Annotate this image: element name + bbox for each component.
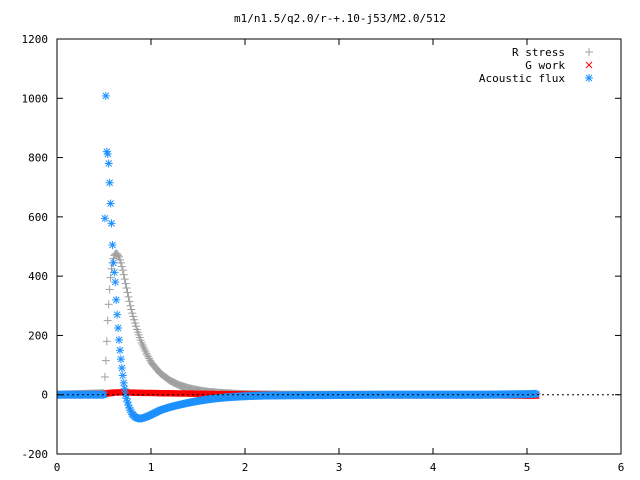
axes-layer: -200 0 200 400 600 800 1000 1200 0 1 2 3 4 5 6	[22, 33, 625, 474]
legend-label: G work	[525, 59, 565, 72]
series-layer	[57, 91, 541, 423]
data-point	[131, 322, 140, 331]
data-point	[122, 284, 131, 292]
data-point	[137, 338, 146, 347]
legend-marker	[585, 61, 593, 69]
data-point	[113, 310, 122, 319]
data-point	[138, 340, 147, 349]
data-point	[103, 150, 112, 159]
legend-label: Acoustic flux	[479, 72, 565, 85]
data-point	[114, 324, 123, 333]
data-point	[112, 295, 121, 304]
x-tick-label: 3	[336, 461, 343, 474]
data-point	[116, 258, 125, 267]
data-point	[102, 337, 111, 346]
x-tick-label: 0	[54, 461, 61, 474]
data-point	[120, 275, 129, 284]
x-tick-label: 5	[524, 461, 531, 474]
data-point	[130, 315, 139, 324]
data-point	[100, 214, 109, 223]
x-tick-label: 2	[242, 461, 249, 474]
data-point	[101, 356, 110, 365]
data-point	[124, 292, 133, 301]
data-point	[140, 345, 149, 354]
y-tick-label: 0	[41, 389, 48, 402]
data-point	[106, 199, 115, 208]
data-point	[114, 251, 123, 260]
y-tick-label: 800	[28, 152, 48, 165]
data-point	[110, 268, 119, 277]
data-point	[142, 349, 151, 358]
legend-label: R stress	[512, 46, 565, 59]
data-point	[117, 364, 126, 373]
y-tick-label: 600	[28, 211, 48, 224]
data-point	[118, 371, 127, 380]
data-point	[111, 278, 120, 287]
legend-marker	[585, 74, 593, 82]
chart-title: m1/n1.5/q2.0/r-+.10-j53/M2.0/512	[234, 12, 446, 25]
y-tick-label: 1000	[22, 92, 49, 105]
x-tick-label: 1	[148, 461, 155, 474]
x-tick-label: 6	[618, 461, 625, 474]
data-point	[119, 378, 128, 387]
x-tick-label: 4	[430, 461, 437, 474]
data-point	[145, 354, 154, 363]
data-point	[120, 384, 129, 393]
series-r-stress	[57, 249, 541, 399]
data-point	[105, 178, 114, 187]
data-point	[129, 312, 138, 321]
data-point	[105, 285, 114, 294]
data-point	[126, 301, 135, 310]
data-point	[143, 350, 152, 359]
data-point	[115, 335, 124, 344]
y-tick-label: 200	[28, 329, 48, 342]
data-point	[123, 288, 132, 297]
data-point	[125, 297, 134, 306]
data-point	[131, 318, 140, 327]
y-tick-label: -200	[22, 448, 49, 461]
data-point	[104, 300, 113, 309]
data-point	[127, 305, 136, 314]
data-point	[128, 309, 137, 318]
data-point	[106, 273, 115, 282]
data-point	[100, 372, 109, 381]
data-point	[119, 270, 128, 279]
data-point	[117, 262, 126, 271]
data-point	[141, 347, 150, 356]
data-point	[115, 346, 124, 355]
data-point	[116, 355, 125, 364]
data-point	[103, 316, 112, 325]
y-tick-label: 400	[28, 270, 48, 283]
data-point	[532, 389, 541, 398]
series-acoustic-flux	[57, 91, 541, 423]
data-point	[121, 279, 130, 288]
data-point	[107, 219, 116, 228]
data-point	[118, 266, 127, 275]
data-point	[101, 91, 110, 100]
data-point	[139, 342, 148, 351]
y-tick-label: 1200	[22, 33, 49, 46]
legend-marker	[585, 48, 593, 56]
data-point	[144, 352, 153, 361]
data-point	[104, 159, 113, 168]
data-point	[108, 241, 117, 250]
data-point	[109, 258, 118, 267]
